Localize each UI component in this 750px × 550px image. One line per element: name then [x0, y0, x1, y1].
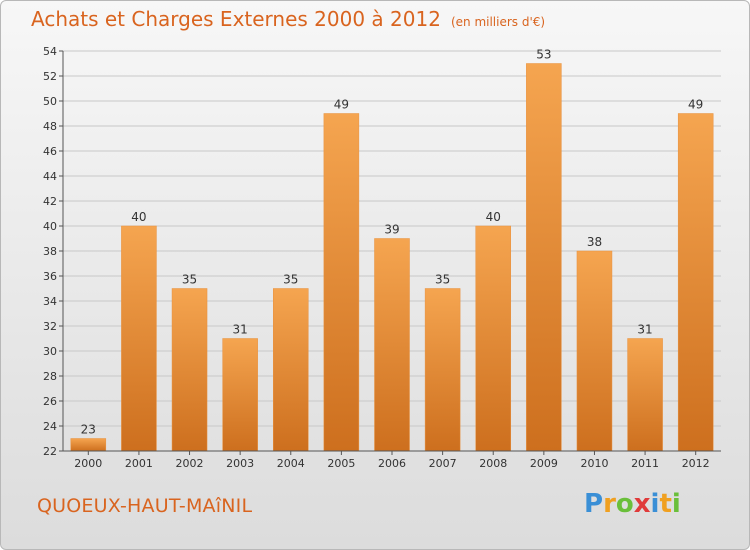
bar-value-label: 35: [435, 273, 450, 287]
y-tick-label: 52: [43, 70, 57, 83]
x-tick-label: 2011: [631, 457, 659, 470]
x-tick-label: 2010: [580, 457, 608, 470]
logo-letter: i: [671, 489, 681, 519]
bar: [70, 438, 107, 452]
logo-letter: x: [633, 489, 651, 519]
x-tick-label: 2003: [226, 457, 254, 470]
x-tick-label: 2009: [530, 457, 558, 470]
bar-value-label: 53: [536, 48, 551, 62]
chart-subtitle: (en milliers d'€): [450, 15, 546, 29]
bar-value-label: 35: [283, 273, 298, 287]
y-tick-label: 30: [43, 345, 57, 358]
y-tick-label: 28: [43, 370, 57, 383]
bar-value-label: 40: [486, 210, 501, 224]
logo-letter: o: [615, 489, 634, 519]
y-tick-label: 32: [43, 320, 57, 333]
logo-letter: i: [650, 489, 660, 519]
y-tick-label: 38: [43, 245, 57, 258]
y-tick-label: 36: [43, 270, 57, 283]
x-tick-label: 2004: [277, 457, 305, 470]
bar: [374, 238, 410, 452]
x-tick-label: 2001: [125, 457, 153, 470]
bar-layer: 23 40 35 31 35 49 39 35 40 53 38 31 49: [70, 48, 714, 452]
bar: [627, 338, 663, 452]
y-tick-label: 42: [43, 195, 57, 208]
y-tick-label: 22: [43, 445, 57, 458]
y-tick-label: 50: [43, 95, 57, 108]
bar-value-label: 23: [81, 423, 96, 437]
bar: [576, 250, 613, 452]
bar-value-label: 49: [688, 98, 703, 112]
bar: [121, 225, 157, 452]
x-tick-label: 2007: [429, 457, 457, 470]
chart-title-text: Achats et Charges Externes 2000 à 2012: [31, 7, 441, 31]
x-tick-label: 2008: [479, 457, 507, 470]
x-tick-label: 2005: [327, 457, 355, 470]
bar: [424, 288, 461, 452]
y-tick-label: 46: [43, 145, 57, 158]
bar: [222, 338, 258, 452]
bar-value-label: 39: [384, 223, 399, 237]
y-tick-label: 34: [43, 295, 57, 308]
bar-value-label: 49: [334, 98, 349, 112]
y-tick-label: 54: [43, 45, 57, 58]
y-tick-label: 48: [43, 120, 57, 133]
y-tick-label: 44: [43, 170, 57, 183]
x-tick-label: 2002: [176, 457, 204, 470]
bar-value-label: 40: [131, 210, 146, 224]
bar-value-label: 31: [233, 323, 248, 337]
logo-letter: r: [603, 489, 616, 519]
x-tick-label: 2000: [74, 457, 102, 470]
bar: [171, 288, 208, 452]
logo-letter: t: [659, 489, 672, 519]
bar-value-label: 38: [587, 235, 602, 249]
bar: [526, 63, 562, 452]
logo-letter: P: [584, 489, 604, 519]
bar-value-label: 31: [637, 323, 652, 337]
proxiti-logo: Proxiti: [584, 489, 681, 519]
bar: [475, 225, 511, 452]
bar: [677, 113, 714, 452]
axis-layer: 22 24 26 28 30 32 34 36 38 40 42 44 46 48 50 52 54 2000 20…: [43, 45, 721, 470]
x-tick-label: 2012: [682, 457, 710, 470]
place-name: QUOEUX-HAUT-MAîNIL: [37, 495, 253, 517]
bar: [273, 288, 309, 452]
y-tick-label: 24: [43, 420, 57, 433]
y-tick-label: 40: [43, 220, 57, 233]
bar: [323, 113, 360, 452]
y-tick-label: 26: [43, 395, 57, 408]
x-tick-label: 2006: [378, 457, 406, 470]
bar-value-label: 35: [182, 273, 197, 287]
chart-title: Achats et Charges Externes 2000 à 2012 (e…: [31, 7, 545, 31]
